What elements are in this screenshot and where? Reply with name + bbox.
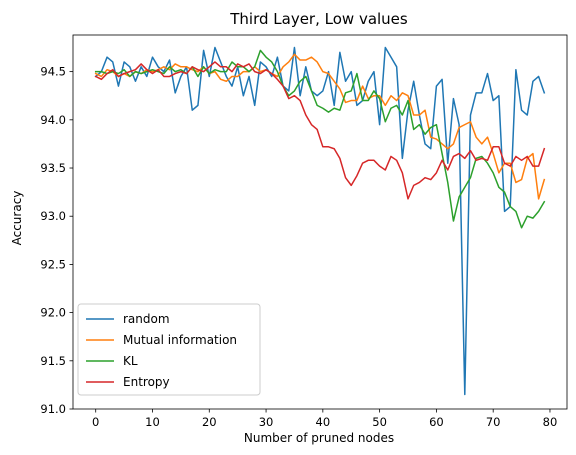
axes-layer: 0 10 20 30 40 50 60 70 80 91.0 91.5 92.0 92.5 93.0 93.… [40,34,568,429]
legend-label-kl: KL [123,354,138,368]
chart-title: Third Layer, Low values [229,10,408,28]
series-line-kl [94,49,546,229]
y-tick-label: 92.5 [40,257,66,271]
y-tick-label: 91.5 [40,354,66,368]
x-tick-label: 30 [259,415,274,429]
x-tick-label: 20 [202,415,217,429]
legend-label-mutual-information: Mutual information [123,333,237,347]
legend: random Mutual information KL Entropy [77,303,261,396]
x-tick-label: 50 [372,415,387,429]
y-tick-label: 92.0 [40,306,66,320]
y-axis-label: Accuracy [10,191,24,246]
plot-frame [72,34,568,410]
y-tick-label: 94.5 [40,65,66,79]
series-line-mutual-information [94,53,546,200]
x-tick-label: 60 [429,415,444,429]
x-tick-label: 0 [92,415,99,429]
y-tick-label: 91.0 [40,402,66,416]
y-tick-label: 93.5 [40,161,66,175]
y-tick-label: 93.0 [40,209,66,223]
x-axis-label: Number of pruned nodes [244,431,394,445]
series-line-random [94,46,546,396]
x-tick-label: 10 [145,415,160,429]
legend-label-entropy: Entropy [123,375,170,389]
x-tick-label: 70 [486,415,501,429]
series-line-entropy [94,61,546,200]
x-tick-label: 80 [543,415,558,429]
x-tick-label: 40 [316,415,331,429]
legend-label-random: random [123,312,170,326]
y-tick-label: 94.0 [40,113,66,127]
legend-box [77,303,261,396]
series-layer [94,46,546,396]
